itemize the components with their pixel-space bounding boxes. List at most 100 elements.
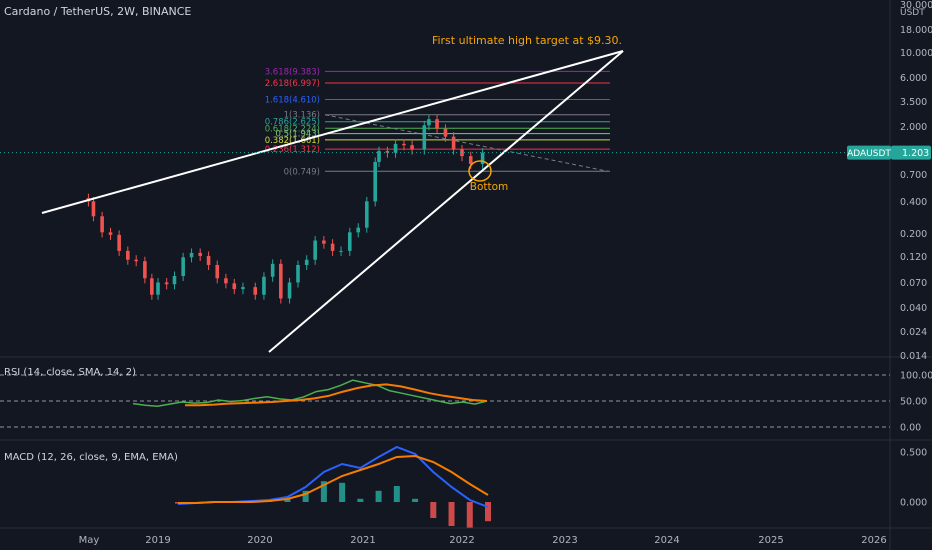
fib-level-label: 0.618(2.224) [265,124,320,134]
candle-body [224,278,228,284]
candle-body [296,264,300,283]
candle-body [279,263,283,299]
candle-body [117,234,121,251]
macd-tick-label: 0.500 [900,448,927,459]
candle-body [172,275,177,285]
fib-level-label: 2.618(6.997) [265,79,320,89]
fib-level-label: 1(3.136) [284,111,320,121]
candle-body [262,276,266,295]
candle-body [156,282,160,295]
price-tick-label: 10.000 [900,48,932,59]
last-price-box [891,145,931,160]
fib-trend-dashed-line [324,114,609,172]
signal-line [178,454,489,504]
fib-level-label: 0.5(1.943) [276,130,320,140]
fib-level-label: 0.236(1.312) [265,145,320,155]
candle-body [100,216,104,233]
candle-body [480,152,485,165]
macd-histogram-bar [430,502,437,518]
candle-body [287,282,292,299]
candle-body [134,259,139,262]
time-axis-label: 2019 [145,535,170,546]
candle-body [253,287,258,295]
symbol-label-box [847,145,891,160]
macd-line [177,445,489,508]
bottom-marker-circle [468,160,492,182]
time-axis-label: 2024 [654,535,679,546]
macd-histogram-bar [357,498,364,502]
candle-body [364,201,369,228]
macd-histogram-bar [393,486,400,502]
rsi-tick-label: 50.00 [900,397,927,408]
price-tick-label: 0.120 [900,252,927,263]
candle-body [91,201,96,217]
candle-body [435,119,439,129]
candle-body [322,240,326,244]
candle-body [143,261,147,279]
candle-body [270,263,275,277]
candle-body [189,252,194,258]
candle-body [164,282,169,285]
candle-body [468,156,473,165]
candle-body [108,232,113,235]
rsi-tick-label: 100.00 [900,371,932,382]
macd-tick-label: 0.000 [900,498,927,509]
candle-body [330,243,335,251]
chart-title: Cardano / TetherUS, 2W, BINANCE [4,5,192,18]
candle-body [232,283,237,290]
candle-body [126,250,130,260]
fib-level-label: 0.382(1.661) [265,136,320,146]
candle-body [451,136,456,150]
last-price-value: 1.203 [902,148,929,159]
candle-body [339,250,343,252]
rsi-title: RSI (14, close, SMA, 14, 2) [4,367,136,378]
time-axis-label: 2020 [247,535,272,546]
price-tick-label: 2.000 [900,122,927,133]
time-axis-label: 2025 [758,535,783,546]
candle-body [373,161,378,202]
time-axis-label: May [79,535,100,546]
macd-histogram-bar [412,498,419,502]
price-unit-label: USDT [900,8,925,18]
macd-histogram-bar [448,502,455,526]
fib-level-label: 0(0.749) [284,167,320,177]
rsi-tick-label: 0.00 [900,423,921,434]
macd-histogram-bar [375,490,382,502]
candle-body [460,149,464,157]
rsi-ma-line [185,383,488,407]
upper-trend-line[interactable] [41,50,624,214]
fib-level-label: 1.618(4.610) [265,95,320,105]
bottom-annotation-text: Bottom [470,181,509,193]
candle-body [181,257,185,276]
price-tick-label: 0.070 [900,278,927,289]
macd-histogram-bar [320,481,327,502]
price-tick-label: 0.400 [900,197,927,208]
price-tick-label: 0.024 [900,327,927,338]
macd-histogram-bar [302,490,309,502]
candle-body [443,128,448,137]
candle-body [377,151,381,162]
candle-body [206,255,211,265]
price-tick-label: 18.000 [900,25,932,36]
macd-title: MACD (12, 26, close, 9, EMA, EMA) [4,452,178,463]
price-tick-label: 0.040 [900,303,927,314]
lower-trend-line[interactable] [268,50,624,353]
candle-body [215,264,220,279]
price-tick-label: 0.014 [900,351,927,362]
candle-body [356,227,361,233]
macd-histogram-bar [466,502,473,528]
price-tick-label: 0.700 [900,170,927,181]
fib-level-label: 3.618(9.383) [265,67,320,77]
time-axis-label: 2021 [350,535,375,546]
price-tick-label: 6.000 [900,73,927,84]
symbol-label: ADAUSDT [847,149,891,159]
candle-body [313,240,317,260]
time-axis-label: 2026 [861,535,886,546]
candle-body [402,143,406,146]
macd-histogram-bar [284,498,291,502]
price-tick-label: 0.200 [900,229,927,240]
fib-level-label: 0.786(2.625) [265,118,320,128]
macd-histogram-bar [339,482,346,502]
price-tick-label: 30.000 [900,0,932,11]
